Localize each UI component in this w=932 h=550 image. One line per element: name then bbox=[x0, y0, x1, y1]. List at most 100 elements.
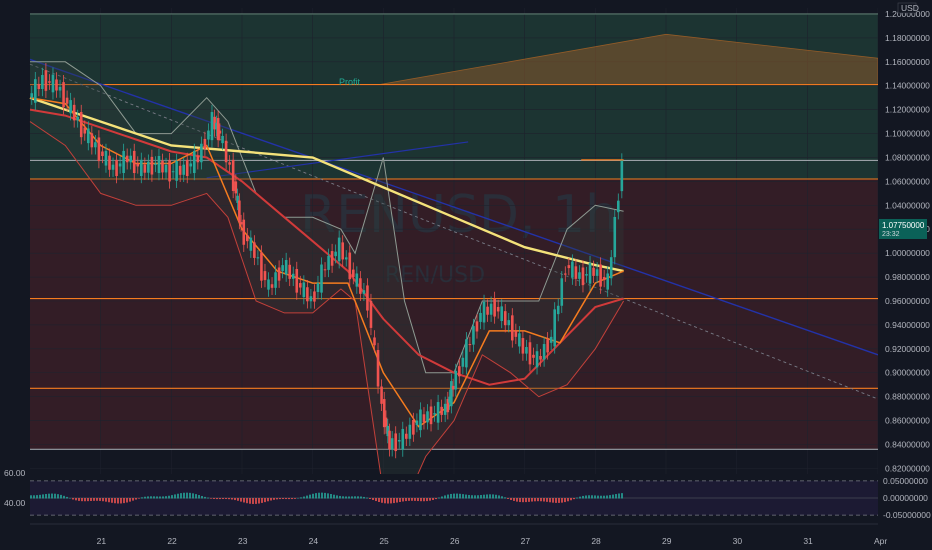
time-axis[interactable]: 21 22 23 24 25 26 27 28 29 30 31 Apr bbox=[0, 532, 932, 550]
oscillator-bar bbox=[348, 496, 350, 499]
oscillator-bar bbox=[93, 498, 95, 501]
trendlines-layer bbox=[29, 58, 879, 400]
candle-body bbox=[239, 222, 243, 225]
candle-body bbox=[189, 163, 193, 167]
candle-body bbox=[228, 162, 231, 165]
oscillator-bar bbox=[540, 498, 542, 502]
oscillator-bar bbox=[477, 495, 479, 499]
oscillator-bar bbox=[279, 498, 281, 500]
candle-body bbox=[200, 143, 203, 163]
currency-badge[interactable] bbox=[897, 2, 917, 14]
candle-body bbox=[238, 200, 241, 223]
candle-body bbox=[574, 266, 578, 279]
oscillator-bar bbox=[57, 494, 59, 499]
candle-body bbox=[118, 163, 122, 167]
x-tick-label: 26 bbox=[450, 536, 460, 546]
oscillator-bar bbox=[369, 498, 371, 499]
candle-body bbox=[397, 440, 401, 442]
oscillator-bar bbox=[420, 498, 422, 502]
oscillator-bar bbox=[510, 498, 512, 501]
oscillator-bar bbox=[426, 498, 428, 502]
oscillator-bar bbox=[501, 496, 503, 499]
candle-body bbox=[94, 142, 97, 148]
candle-body bbox=[581, 267, 585, 286]
oscillator-bar bbox=[153, 496, 155, 499]
candle-body bbox=[291, 273, 295, 279]
candle-body bbox=[193, 150, 196, 174]
oscillator-bar bbox=[402, 498, 404, 502]
oscillator-bar bbox=[60, 494, 62, 499]
oscillator-bar bbox=[102, 498, 104, 502]
y-tick-label: 0.90000000 bbox=[885, 368, 930, 378]
candle-body bbox=[388, 430, 391, 450]
y-tick-label: 1.12000000 bbox=[885, 105, 930, 115]
oscillator-bar bbox=[390, 498, 392, 504]
candle-body bbox=[234, 181, 238, 194]
oscillator-bar bbox=[606, 495, 608, 499]
candle-body bbox=[507, 320, 511, 326]
candle-body bbox=[578, 272, 581, 279]
oscillator-bar bbox=[234, 498, 236, 501]
oscillator-bar bbox=[48, 493, 50, 499]
oscillator-bar bbox=[147, 496, 149, 499]
oscillator-bar bbox=[450, 493, 452, 499]
x-tick-label: 21 bbox=[97, 536, 107, 546]
oscillator-bar bbox=[345, 496, 347, 499]
y-tick-label: 1.06000000 bbox=[885, 176, 930, 186]
oscillator-bar bbox=[519, 498, 521, 503]
candle-body bbox=[475, 321, 479, 332]
oscillator-bar bbox=[525, 498, 527, 503]
candle-body bbox=[111, 164, 115, 170]
candle-body bbox=[468, 344, 472, 346]
oscillator-bar bbox=[300, 497, 302, 499]
price-axis-background bbox=[878, 0, 932, 550]
descending-trendline bbox=[29, 58, 879, 356]
x-tick-label: 22 bbox=[167, 536, 177, 546]
candle-body bbox=[366, 285, 369, 311]
oscillator-bar bbox=[30, 495, 32, 499]
oscillator-bar bbox=[528, 498, 530, 502]
oscillator-bar bbox=[357, 496, 359, 499]
oscillator-bar bbox=[600, 495, 602, 499]
oscillator-bar bbox=[252, 498, 254, 504]
oscillator-bar bbox=[264, 498, 266, 503]
candle-body bbox=[535, 351, 539, 368]
candle-body bbox=[429, 406, 433, 425]
candle-body bbox=[595, 269, 599, 276]
oscillator-bar bbox=[351, 496, 353, 499]
candle-body bbox=[48, 81, 51, 83]
candle-body bbox=[436, 402, 440, 423]
oscillator-bar bbox=[585, 495, 587, 499]
oscillator-bar bbox=[438, 497, 440, 499]
oscillator-bar bbox=[414, 498, 416, 501]
oscillator-bar bbox=[240, 498, 242, 502]
oscillator-bar bbox=[72, 498, 74, 500]
candle-body bbox=[412, 419, 415, 435]
oscillator-axis: 0.05000000 0.00000000 -0.05000000 60.00 40.0… bbox=[4, 468, 931, 520]
oscillator-bar bbox=[132, 498, 134, 501]
candle-body bbox=[592, 267, 595, 276]
oscillator-bar bbox=[453, 493, 455, 499]
oscillator-bar bbox=[42, 494, 44, 499]
candle-body bbox=[302, 282, 306, 298]
oscillator-bar bbox=[594, 495, 596, 499]
last-price-tag bbox=[879, 219, 927, 239]
oscillator-bar bbox=[51, 493, 53, 499]
oscillator-bar bbox=[156, 496, 158, 499]
candle-body bbox=[344, 257, 348, 260]
y-tick-label: 1.00000000 bbox=[885, 248, 930, 258]
candle-body bbox=[136, 163, 140, 167]
candle-body bbox=[482, 301, 486, 323]
candle-body bbox=[51, 74, 55, 93]
candle-body bbox=[210, 112, 214, 141]
dashed-trendline bbox=[29, 63, 879, 400]
candle-body bbox=[330, 251, 334, 266]
x-tick-label: 27 bbox=[521, 536, 531, 546]
oscillator-bar bbox=[303, 496, 305, 499]
candle-body bbox=[83, 127, 87, 134]
oscillator-bar bbox=[405, 498, 407, 502]
candle-body bbox=[373, 337, 376, 346]
oscillator-bar bbox=[333, 494, 335, 499]
candle-body bbox=[182, 164, 185, 175]
